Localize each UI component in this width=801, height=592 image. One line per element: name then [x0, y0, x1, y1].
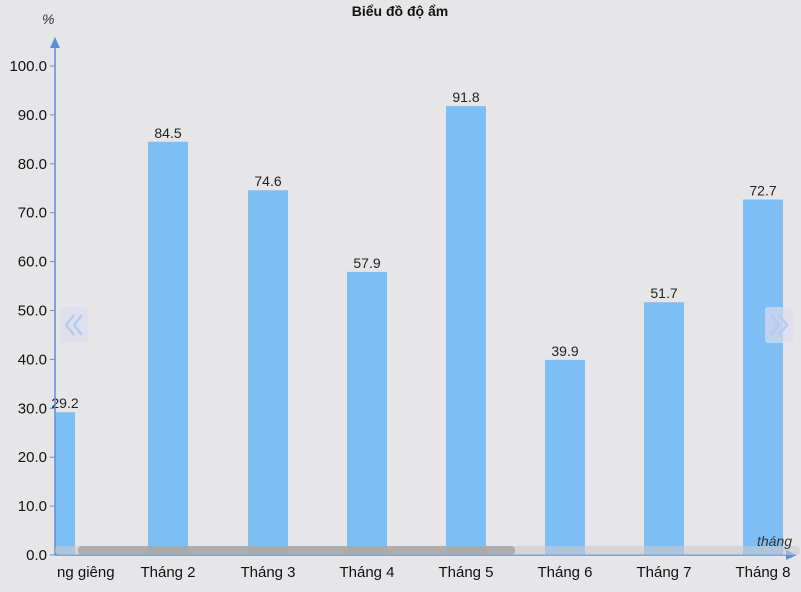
y-tick-label: 40.0 [18, 351, 47, 368]
bar-2[interactable] [248, 190, 288, 555]
x-category-label-4: Tháng 5 [438, 564, 493, 581]
data-label-4: 91.8 [452, 89, 479, 105]
data-label-7: 72.7 [749, 182, 776, 198]
horizontal-scrollbar[interactable] [55, 546, 800, 555]
data-label-3: 57.9 [353, 255, 380, 271]
bar-1[interactable] [148, 141, 188, 556]
x-category-label-6: Tháng 7 [636, 564, 691, 581]
y-tick-label: 100.0 [9, 58, 47, 75]
y-tick-label: 20.0 [18, 449, 47, 466]
bar-4[interactable] [446, 106, 486, 556]
x-category-label-7: Tháng 8 [735, 564, 790, 581]
y-tick-label: 80.0 [18, 156, 47, 173]
y-tick-label: 90.0 [18, 107, 47, 124]
x-category-label-0: ng giêng [57, 564, 115, 581]
data-label-6: 51.7 [650, 285, 677, 301]
y-tick-label: 10.0 [18, 498, 47, 515]
double-chevron-right-icon [770, 314, 789, 336]
double-chevron-left-icon [64, 314, 83, 336]
y-tick-label: 70.0 [18, 205, 47, 222]
x-category-label-5: Tháng 6 [537, 564, 592, 581]
x-category-label-1: Tháng 2 [140, 564, 195, 581]
x-category-label-2: Tháng 3 [240, 564, 295, 581]
y-tick-label: 50.0 [18, 303, 47, 320]
data-label-1: 84.5 [154, 125, 181, 141]
scroll-right-button[interactable] [765, 307, 793, 343]
data-label-0: 29.2 [51, 395, 78, 411]
y-axis-unit-label: % [42, 11, 54, 27]
y-tick-label: 60.0 [18, 254, 47, 271]
chart-title: Biểu đồ độ ẩm [352, 3, 448, 19]
scroll-left-button[interactable] [60, 307, 88, 343]
bar-3[interactable] [347, 271, 387, 555]
scrollbar-thumb[interactable] [78, 546, 515, 555]
x-axis-unit-label: tháng [757, 533, 792, 549]
bar-0[interactable] [55, 412, 75, 555]
data-label-5: 39.9 [551, 343, 578, 359]
y-tick-label: 0.0 [26, 547, 47, 564]
y-axis-arrow [50, 37, 60, 48]
y-tick-label: 30.0 [18, 400, 47, 417]
data-label-2: 74.6 [254, 173, 281, 189]
bar-6[interactable] [644, 302, 684, 555]
bar-5[interactable] [545, 359, 585, 555]
bar-7[interactable] [743, 199, 783, 555]
x-category-label-3: Tháng 4 [339, 564, 394, 581]
